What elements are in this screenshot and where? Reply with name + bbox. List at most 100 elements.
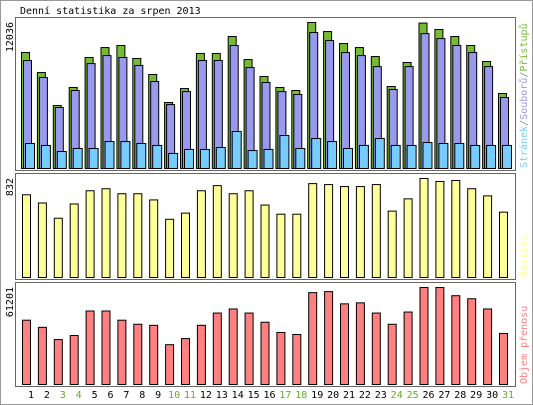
legend-entry: Návštěv (518, 235, 530, 277)
bar (324, 184, 334, 278)
x-tick-label: 20 (327, 390, 339, 401)
bar (22, 319, 31, 385)
legend-entry: Objem přenosu (518, 306, 530, 384)
x-tick-label: 14 (232, 390, 244, 401)
bar (292, 333, 302, 385)
y-tick-label: 61201 (5, 287, 16, 317)
x-tick-label: 19 (311, 390, 323, 401)
bar (228, 308, 238, 386)
legend: Stránek/Souborů/Přístupů (518, 23, 530, 168)
bar (403, 311, 413, 385)
bar (371, 312, 381, 385)
bar (168, 152, 179, 169)
bar (215, 147, 226, 169)
bar (419, 178, 429, 278)
legend: Objem přenosu (518, 306, 530, 384)
bar (390, 144, 401, 169)
x-tick-label: 15 (248, 390, 260, 401)
bar (120, 141, 131, 169)
bar (483, 195, 493, 278)
bar (387, 210, 397, 278)
bar (454, 143, 465, 169)
panel-frame (15, 17, 516, 171)
bar (69, 203, 79, 278)
bar (181, 212, 190, 278)
bar (343, 147, 353, 170)
bar (69, 335, 79, 385)
bar (53, 217, 63, 278)
bar (371, 184, 381, 278)
x-tick-label: 2 (44, 390, 50, 401)
bar (355, 302, 365, 385)
bar (25, 143, 35, 169)
legend-entry: Souborů (518, 78, 530, 120)
bar (231, 131, 242, 169)
bar (295, 147, 306, 170)
bar (22, 194, 31, 278)
bar (133, 323, 143, 385)
bar (470, 144, 481, 169)
bar (403, 198, 413, 278)
bar (85, 190, 95, 278)
x-tick-label: 29 (470, 390, 482, 401)
bar (276, 213, 286, 278)
bar (308, 183, 318, 279)
x-tick-label: 25 (407, 390, 419, 401)
x-tick-label: 1 (28, 390, 34, 401)
bar (451, 180, 461, 279)
bar (355, 186, 365, 278)
bar (308, 292, 318, 386)
bar (260, 321, 270, 385)
x-tick-label: 21 (343, 390, 355, 401)
y-tick-label: 12036 (5, 22, 16, 52)
bar (37, 202, 47, 279)
bar (374, 138, 385, 170)
legend-entry: Stránek (518, 126, 530, 168)
bar (181, 338, 190, 385)
bar (292, 213, 302, 278)
x-tick-label: 26 (422, 390, 434, 401)
bar (483, 308, 493, 386)
x-tick-label: 6 (107, 390, 113, 401)
x-tick-label: 24 (391, 390, 403, 401)
bar (499, 211, 508, 279)
bar (212, 312, 222, 385)
bar (40, 144, 51, 169)
bar (136, 143, 147, 169)
legend-separator: / (519, 72, 530, 78)
x-tick-label: 12 (200, 390, 212, 401)
bar (72, 147, 83, 170)
bar (196, 190, 206, 278)
bar (324, 291, 334, 386)
bar (435, 287, 445, 386)
x-tick-label: 30 (486, 390, 498, 401)
bar (53, 339, 63, 386)
x-tick-label: 17 (279, 390, 291, 401)
bar (101, 310, 111, 385)
panel-frame (15, 173, 516, 280)
bar (199, 148, 210, 169)
x-tick-label: 18 (295, 390, 307, 401)
bar (467, 188, 477, 278)
x-tick-label: 9 (155, 390, 161, 401)
bar (247, 150, 258, 170)
bar (184, 148, 194, 169)
legend-separator: / (519, 120, 530, 126)
legend: Návštěv (518, 235, 530, 277)
bar (101, 188, 111, 278)
bar (85, 310, 95, 385)
x-tick-label: 8 (139, 390, 145, 401)
bar (196, 324, 206, 385)
bar (451, 295, 461, 386)
bar (486, 144, 497, 169)
bar (117, 319, 127, 385)
x-tick-label: 13 (216, 390, 228, 401)
x-tick-label: 10 (168, 390, 180, 401)
bar (88, 147, 99, 170)
bar (37, 326, 47, 386)
bar (422, 142, 433, 170)
bar (438, 143, 449, 169)
x-tick-label: 22 (359, 390, 371, 401)
bar (263, 148, 274, 169)
